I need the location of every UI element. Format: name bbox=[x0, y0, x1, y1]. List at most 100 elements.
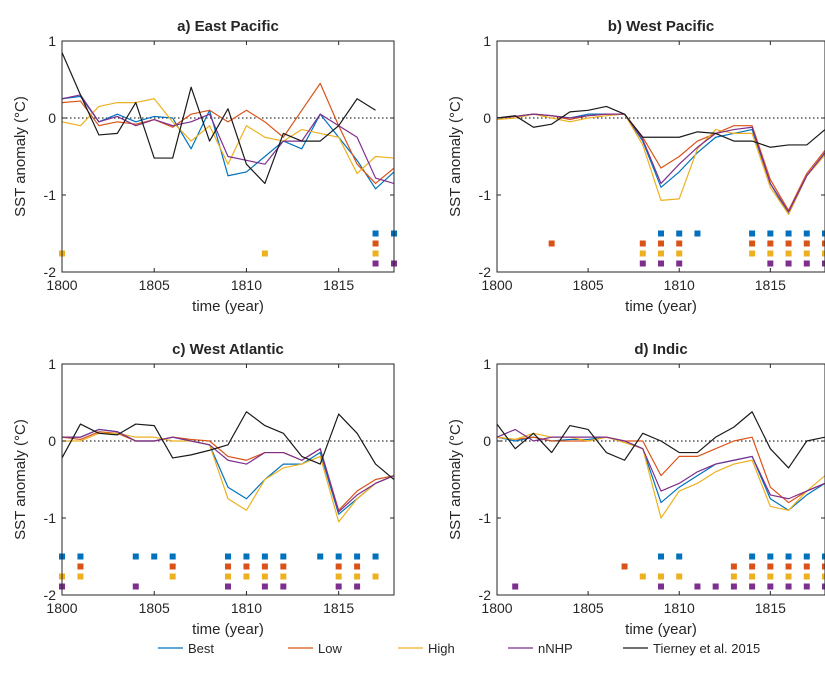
panel4-marker-nnhp-1817 bbox=[803, 583, 810, 590]
panel2-marker-low-1814 bbox=[749, 240, 756, 247]
panel2-marker-best-1814 bbox=[749, 230, 756, 237]
panel1-xtick-label-1800: 1800 bbox=[46, 277, 77, 293]
panel4-xlabel: time (year) bbox=[625, 621, 697, 638]
panel3-ytick-label--2: -2 bbox=[44, 587, 57, 603]
panel2-xtick-label-1805: 1805 bbox=[573, 277, 604, 293]
panel2-series-group bbox=[497, 105, 825, 215]
panel4-marker-high-1816 bbox=[785, 573, 792, 580]
legend-label-nnhp: nNHP bbox=[538, 641, 573, 656]
panel4-markers bbox=[512, 553, 825, 590]
panel1-xtick-label-1805: 1805 bbox=[139, 277, 170, 293]
panel3-marker-low-1811 bbox=[261, 563, 268, 570]
panel1-line-high bbox=[62, 98, 394, 175]
panel4-marker-low-1818 bbox=[822, 563, 825, 570]
panel2-marker-best-1817 bbox=[803, 230, 810, 237]
panel4-marker-best-1815 bbox=[767, 553, 774, 560]
panel3-marker-nnhp-1811 bbox=[261, 583, 268, 590]
panel3-marker-low-1801 bbox=[77, 563, 84, 570]
panel2-marker-high-1816 bbox=[785, 250, 792, 257]
panel2-marker-nnhp-1815 bbox=[767, 260, 774, 267]
panel3-marker-high-1817 bbox=[372, 573, 379, 580]
panel1-marker-low-1817 bbox=[372, 240, 379, 247]
panel2-marker-low-1817 bbox=[803, 240, 810, 247]
panel4-xtick-label-1815: 1815 bbox=[755, 600, 786, 616]
panel1-ytick-label--2: -2 bbox=[44, 264, 57, 280]
panel4-marker-best-1817 bbox=[803, 553, 810, 560]
panel3-marker-nnhp-1809 bbox=[225, 583, 231, 590]
panel1-chart: a) East Pacific 1800 1805 1810 1815 -2 -1 0 1 tim… bbox=[12, 18, 397, 315]
panel2-axes-box bbox=[496, 40, 825, 273]
panel1-markers bbox=[59, 230, 397, 267]
panel2-ytick-label-1: 1 bbox=[483, 33, 491, 49]
panel4-marker-low-1814 bbox=[749, 563, 756, 570]
legend-label-best: Best bbox=[188, 641, 214, 656]
panel3-marker-low-1816 bbox=[354, 563, 361, 570]
panel4-marker-nnhp-1814 bbox=[749, 583, 756, 590]
panel1-xtick-label-1810: 1810 bbox=[231, 277, 262, 293]
panel3-marker-low-1810 bbox=[243, 563, 250, 570]
panel4-marker-low-1813 bbox=[730, 563, 737, 570]
panel4-marker-best-1809 bbox=[658, 553, 664, 560]
panel4-marker-low-1807 bbox=[621, 563, 628, 570]
panel4-marker-low-1815 bbox=[767, 563, 774, 570]
panel3-line-nnhp bbox=[62, 428, 394, 513]
panel2-marker-high-1808 bbox=[639, 250, 646, 257]
panel3-marker-best-1809 bbox=[225, 553, 231, 560]
panel3-marker-low-1812 bbox=[280, 563, 287, 570]
panel1-marker-best-1817 bbox=[372, 230, 379, 237]
panel3-marker-best-1812 bbox=[280, 553, 287, 560]
panel1-marker-high-1811 bbox=[261, 250, 268, 257]
panel1-xlabel: time (year) bbox=[192, 298, 264, 315]
panel3-line-best bbox=[62, 428, 394, 515]
panel4-ytick-label--2: -2 bbox=[479, 587, 492, 603]
panel4-title: d) Indic bbox=[634, 341, 687, 358]
legend-label-tierney-et-al-2015: Tierney et al. 2015 bbox=[653, 641, 760, 656]
panel3-markers bbox=[59, 553, 379, 590]
panel2-marker-low-1818 bbox=[822, 240, 825, 247]
panel3-xlabel: time (year) bbox=[192, 621, 264, 638]
panel2-marker-best-1816 bbox=[785, 230, 792, 237]
panel3-marker-low-1815 bbox=[335, 563, 342, 570]
panel2-chart: b) West Pacific 1800 1805 1810 1815 -2 -1 0 1 tim… bbox=[447, 18, 825, 315]
panel2-marker-low-1815 bbox=[767, 240, 774, 247]
panel1-ylabel: SST anomaly (°C) bbox=[12, 96, 29, 217]
panel2-marker-high-1815 bbox=[767, 250, 774, 257]
panel2-marker-nnhp-1816 bbox=[785, 260, 792, 267]
panel4-line-best bbox=[497, 436, 825, 511]
panel3-marker-best-1814 bbox=[317, 553, 324, 560]
panel4-marker-nnhp-1812 bbox=[712, 583, 719, 590]
panel2-title: b) West Pacific bbox=[608, 18, 714, 35]
panel4-marker-nnhp-1818 bbox=[822, 583, 825, 590]
panel4-marker-nnhp-1815 bbox=[767, 583, 774, 590]
panel3-marker-high-1810 bbox=[243, 573, 250, 580]
panel3-ytick-label-0: 0 bbox=[48, 433, 56, 449]
panel2-marker-nnhp-1808 bbox=[639, 260, 646, 267]
panel3-xtick-label-1810: 1810 bbox=[231, 600, 262, 616]
panel4-marker-high-1818 bbox=[822, 573, 825, 580]
panel1-marker-high-1817 bbox=[372, 250, 379, 257]
panel4-marker-nnhp-1813 bbox=[730, 583, 737, 590]
panel4-marker-low-1816 bbox=[785, 563, 792, 570]
panel3-ytick-label--1: -1 bbox=[44, 510, 57, 526]
panel3-marker-high-1806 bbox=[169, 573, 176, 580]
panel2-marker-high-1814 bbox=[749, 250, 756, 257]
panel4-marker-nnhp-1801 bbox=[512, 583, 519, 590]
panel1-ytick-label-0: 0 bbox=[48, 110, 56, 126]
panel4-marker-nnhp-1811 bbox=[694, 583, 701, 590]
panel4-axes-box bbox=[496, 363, 825, 596]
panel3-marker-best-1817 bbox=[372, 553, 379, 560]
panel2-xtick-label-1815: 1815 bbox=[755, 277, 786, 293]
panel3-marker-best-1811 bbox=[261, 553, 268, 560]
panel2-marker-nnhp-1818 bbox=[822, 260, 825, 267]
legend-label-low: Low bbox=[318, 641, 342, 656]
panel4-marker-high-1809 bbox=[658, 573, 664, 580]
panel2-ytick-label--1: -1 bbox=[479, 187, 492, 203]
panel4-marker-low-1817 bbox=[803, 563, 810, 570]
panel2-ylabel: SST anomaly (°C) bbox=[447, 96, 464, 217]
panel1-ytick-label--1: -1 bbox=[44, 187, 57, 203]
panel1-title: a) East Pacific bbox=[177, 18, 279, 35]
panel2-xlabel: time (year) bbox=[625, 298, 697, 315]
panel4-marker-high-1815 bbox=[767, 573, 774, 580]
panel3-line-high bbox=[62, 432, 394, 523]
